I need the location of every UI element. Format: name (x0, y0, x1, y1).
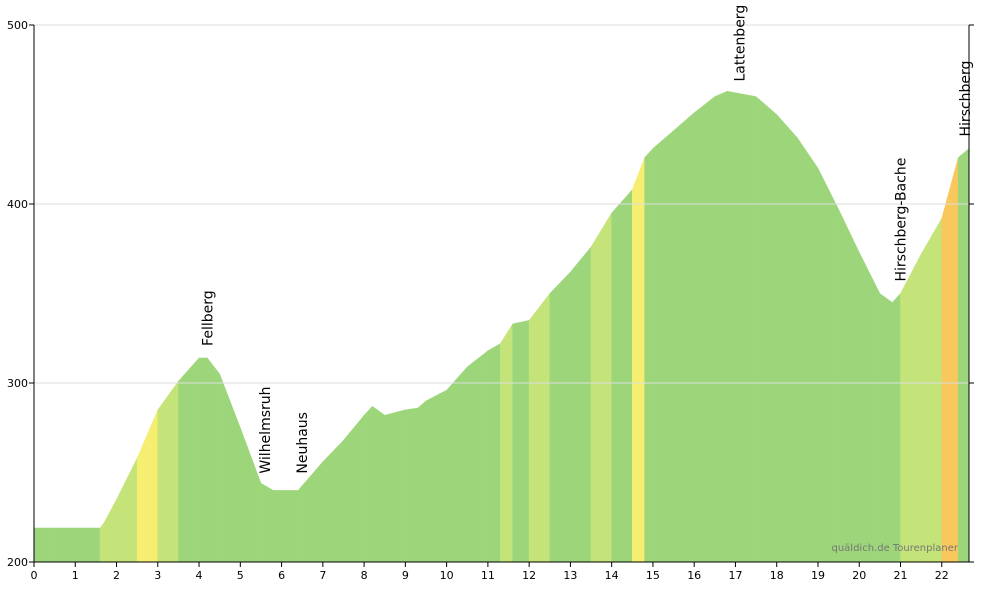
x-tick-label: 9 (402, 569, 409, 582)
x-tick-label: 14 (605, 569, 619, 582)
area-segment (644, 147, 654, 563)
x-tick-label: 17 (728, 569, 742, 582)
area-segment (590, 212, 612, 563)
x-tick-label: 21 (894, 569, 908, 582)
x-tick-label: 12 (522, 569, 536, 582)
area-segment (405, 407, 418, 563)
area-segment (198, 357, 208, 563)
x-tick-label: 7 (319, 569, 326, 582)
area-segment (446, 366, 468, 563)
area-segment (363, 405, 373, 563)
area-segment (260, 482, 274, 563)
area-segment (858, 252, 881, 563)
area-segment (673, 112, 695, 563)
area-segment (652, 130, 674, 563)
area-segment (207, 357, 220, 563)
area-segment (343, 414, 365, 563)
annotation: Wilhelmsruh (258, 387, 274, 474)
y-tick-label: 500 (7, 19, 28, 32)
area-segment (776, 113, 798, 563)
annotation: Hirschberg-Bache (894, 158, 910, 282)
area-segment (549, 271, 571, 563)
area-segment (75, 527, 101, 563)
watermark: quäldich.de Tourenplaner (831, 543, 958, 554)
x-tick-label: 2 (113, 569, 120, 582)
y-tick-label: 400 (7, 198, 28, 211)
area-segment (755, 96, 777, 563)
area-segment (528, 292, 551, 563)
area-segment (178, 357, 200, 563)
area-segment (500, 323, 513, 563)
area-segment (838, 209, 860, 563)
annotation: Neuhaus (295, 412, 311, 474)
area-segment (693, 96, 716, 563)
area-segment (958, 147, 970, 563)
area-segment (941, 157, 959, 563)
annotation: Hirschberg (958, 61, 974, 137)
x-tick-label: 10 (440, 569, 454, 582)
area-segment (372, 405, 385, 563)
x-tick-label: 19 (811, 569, 825, 582)
x-tick-label: 5 (237, 569, 244, 582)
x-tick-label: 4 (196, 569, 203, 582)
x-tick-label: 0 (31, 569, 38, 582)
x-tick-label: 3 (154, 569, 161, 582)
area-segment (512, 320, 530, 563)
annotation: Lattenberg (733, 5, 749, 82)
x-tick-label: 1 (72, 569, 79, 582)
area-segment (570, 246, 592, 563)
area-segment (611, 189, 633, 563)
area-segment (54, 527, 76, 563)
area-segment (487, 343, 501, 563)
area-segment (273, 490, 299, 563)
area-segment (726, 90, 757, 563)
area-segment (900, 254, 922, 563)
area-segment (797, 136, 819, 563)
x-tick-label: 15 (646, 569, 660, 582)
area-segment (467, 350, 489, 563)
area-segment (892, 292, 901, 563)
area-segment (817, 168, 839, 563)
x-tick-label: 18 (770, 569, 784, 582)
area-segment (920, 217, 943, 563)
area-segment (425, 389, 447, 563)
x-tick-label: 6 (278, 569, 285, 582)
x-tick-label: 22 (935, 569, 949, 582)
area-segment (632, 157, 645, 563)
y-tick-label: 200 (7, 556, 28, 569)
x-tick-label: 8 (361, 569, 368, 582)
area-segment (99, 521, 105, 563)
annotation: Fellberg (200, 290, 216, 346)
y-tick-label: 300 (7, 377, 28, 390)
area-segment (157, 380, 179, 563)
area-segment (417, 400, 427, 563)
x-tick-label: 13 (563, 569, 577, 582)
area-segment (714, 90, 728, 563)
x-tick-label: 11 (481, 569, 495, 582)
area-segment (33, 527, 55, 563)
area-segment (879, 293, 893, 563)
area-segment (322, 439, 344, 563)
x-tick-label: 16 (687, 569, 701, 582)
area-segment (384, 409, 406, 563)
x-tick-label: 20 (852, 569, 866, 582)
